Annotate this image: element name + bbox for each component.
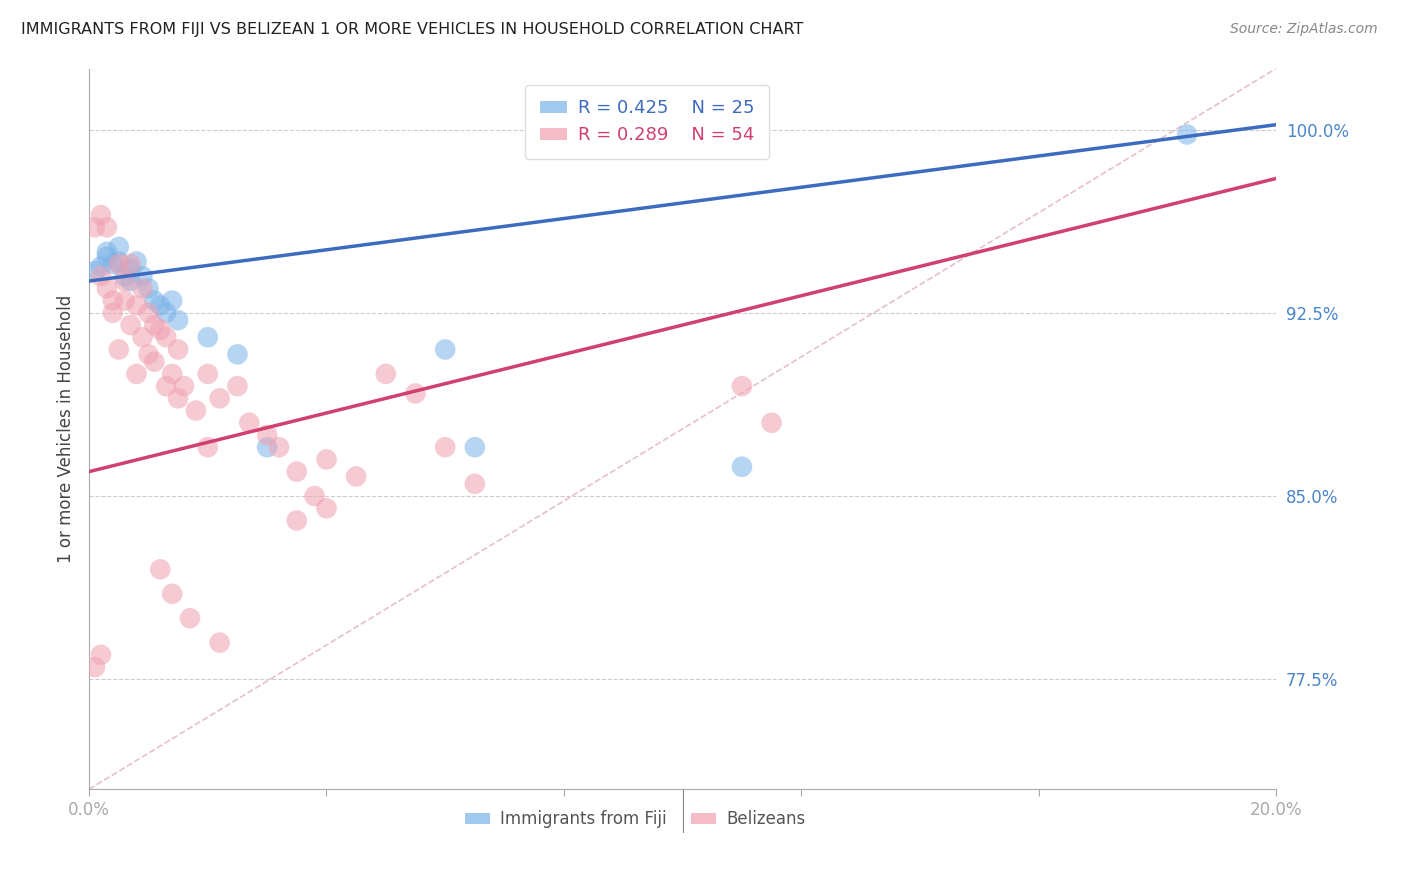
Text: Source: ZipAtlas.com: Source: ZipAtlas.com [1230, 22, 1378, 37]
Point [160, 293, 183, 308]
Point [434, 343, 457, 357]
Point [101, 293, 124, 308]
Y-axis label: 1 or more Vehicles in Household: 1 or more Vehicles in Household [58, 294, 75, 563]
Point [374, 367, 396, 381]
Point [167, 392, 190, 406]
Point [120, 261, 142, 276]
Point [107, 240, 129, 254]
Point [155, 330, 177, 344]
Point [143, 293, 166, 308]
Point [238, 416, 260, 430]
Text: IMMIGRANTS FROM FIJI VS BELIZEAN 1 OR MORE VEHICLES IN HOUSEHOLD CORRELATION CHA: IMMIGRANTS FROM FIJI VS BELIZEAN 1 OR MO… [21, 22, 803, 37]
Point [179, 611, 201, 625]
Point [731, 459, 754, 474]
Point [96, 250, 118, 264]
Point [256, 440, 278, 454]
Point [101, 306, 124, 320]
Point [208, 392, 231, 406]
Point [167, 343, 190, 357]
Point [84, 264, 107, 278]
Point [138, 347, 160, 361]
Point [315, 452, 337, 467]
Point [125, 254, 148, 268]
Point [101, 257, 124, 271]
Point [143, 318, 166, 332]
Point [155, 306, 177, 320]
Point [114, 274, 136, 288]
Point [149, 298, 172, 312]
Point [96, 244, 118, 259]
Point [160, 587, 183, 601]
Point [125, 367, 148, 381]
Point [285, 514, 308, 528]
Point [149, 562, 172, 576]
Point [226, 347, 249, 361]
Point [131, 330, 153, 344]
Point [285, 465, 308, 479]
Point [155, 379, 177, 393]
Point [197, 367, 219, 381]
Point [90, 260, 112, 274]
Point [120, 318, 142, 332]
Point [160, 367, 183, 381]
Point [131, 269, 153, 284]
Point [114, 293, 136, 308]
Point [464, 476, 486, 491]
Point [173, 379, 195, 393]
Point [184, 403, 207, 417]
Point [84, 660, 107, 674]
Point [90, 208, 112, 222]
Point [120, 257, 142, 271]
Point [149, 323, 172, 337]
Point [167, 313, 190, 327]
Point [464, 440, 486, 454]
Point [114, 269, 136, 284]
Legend: Immigrants from Fiji, Belizeans: Immigrants from Fiji, Belizeans [458, 804, 813, 835]
Point [96, 281, 118, 295]
Point [138, 306, 160, 320]
Point [84, 220, 107, 235]
Point [107, 257, 129, 271]
Point [107, 254, 129, 268]
Point [226, 379, 249, 393]
Point [761, 416, 783, 430]
Point [304, 489, 326, 503]
Point [125, 298, 148, 312]
Point [90, 269, 112, 284]
Point [96, 220, 118, 235]
Point [731, 379, 754, 393]
Point [197, 330, 219, 344]
Point [131, 281, 153, 295]
Point [197, 440, 219, 454]
Point [344, 469, 367, 483]
Point [138, 281, 160, 295]
Point [208, 635, 231, 649]
Point [107, 343, 129, 357]
Point [90, 648, 112, 662]
Point [267, 440, 290, 454]
Point [143, 354, 166, 368]
Point [315, 501, 337, 516]
Point [434, 440, 457, 454]
Point [120, 274, 142, 288]
Point [256, 428, 278, 442]
Point [1175, 128, 1198, 142]
Point [405, 386, 427, 401]
